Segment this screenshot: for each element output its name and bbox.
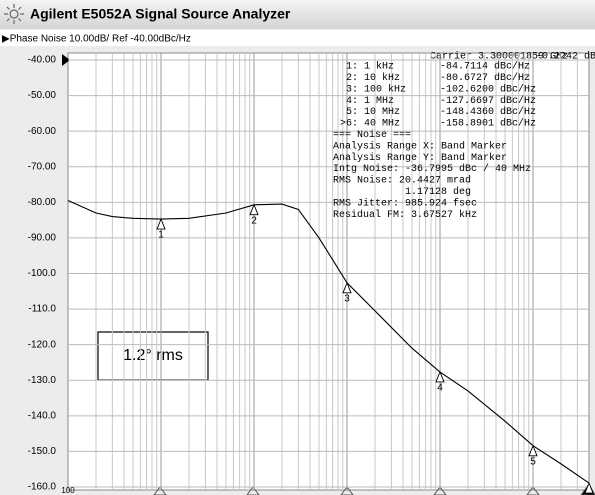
reference-pointer	[62, 54, 70, 66]
annotation: 1.2° rms	[123, 347, 183, 364]
noise-line: Analysis Range Y: Band Marker	[333, 152, 507, 164]
noise-line: === Noise ===	[333, 129, 411, 141]
y-tick-label: -90.00	[28, 233, 57, 244]
y-tick-label: -100.0	[28, 268, 57, 279]
marker-table-cell: 1 MHz	[364, 96, 394, 107]
y-tick-label: -110.0	[28, 304, 56, 315]
title-bar	[0, 0, 595, 29]
marker-table-cell: -127.6697 dBc/Hz	[440, 95, 536, 107]
noise-line: 1.17128 deg	[405, 186, 471, 198]
noise-line: RMS Noise: 20.4427 mrad	[333, 175, 471, 187]
marker-table-cell: 40 MHz	[364, 119, 400, 130]
marker	[435, 370, 445, 383]
header-bar	[0, 30, 595, 46]
marker-table-cell: -80.6727 dBc/Hz	[440, 72, 530, 84]
marker	[249, 203, 259, 216]
marker-table-cell: 10 MHz	[364, 107, 400, 118]
marker-table-cell: 100 kHz	[364, 83, 406, 95]
marker-label: 4	[437, 383, 443, 394]
y-tick-label: -160.0	[28, 482, 57, 493]
y-tick-label: -130.0	[28, 375, 57, 386]
app-icon	[4, 4, 24, 24]
carrier-power: -0.2242 dBm	[536, 51, 595, 63]
window-title: Agilent E5052A Signal Source Analyzer	[30, 6, 291, 22]
marker-label: 5	[530, 456, 536, 467]
marker-label: 3	[344, 293, 350, 304]
y-tick-label: -80.00	[28, 197, 57, 208]
y-tick-label: -70.00	[28, 161, 57, 172]
marker-table-cell: -102.6200 dBc/Hz	[440, 83, 536, 95]
y-tick-label: -150.0	[28, 446, 57, 457]
marker-table-cell: 10 kHz	[364, 72, 400, 84]
marker-label: 6	[586, 494, 592, 495]
marker-table-cell: 4:	[346, 96, 358, 107]
y-tick-label: -40.00	[28, 55, 57, 66]
marker-table-cell: 1 kHz	[364, 61, 394, 73]
noise-line: Analysis Range X: Band Marker	[333, 140, 507, 152]
marker-table-cell: >6:	[340, 119, 358, 130]
marker-table-cell: -158.8901 dBc/Hz	[440, 118, 536, 130]
y-tick-label: -120.0	[28, 339, 57, 350]
trace-header: ▶Phase Noise 10.00dB/ Ref -40.00dBc/Hz	[2, 34, 191, 45]
marker-table-cell: -84.7114 dBc/Hz	[440, 61, 530, 73]
marker-table-cell: 5:	[346, 107, 358, 118]
marker-table-cell: 3:	[346, 84, 358, 95]
marker	[584, 481, 594, 494]
y-tick-label: -50.00	[28, 90, 57, 101]
marker	[156, 217, 166, 230]
marker	[528, 444, 538, 457]
marker-label: 2	[251, 215, 257, 226]
noise-line: Intg Noise: -36.7995 dBc / 40 MHz	[333, 163, 531, 175]
trace	[67, 200, 590, 484]
plot-area	[67, 52, 590, 491]
y-tick-label: -60.00	[28, 126, 57, 137]
marker-label: 1	[158, 230, 164, 241]
noise-line: Residual FM: 3.67527 kHz	[333, 209, 477, 221]
marker-table-cell: 2:	[346, 73, 358, 84]
marker	[342, 281, 352, 294]
annotation-box	[97, 331, 209, 381]
y-tick-label: -140.0	[28, 410, 57, 421]
marker-table-cell: 1:	[346, 62, 358, 73]
noise-line: RMS Jitter: 985.924 fsec	[333, 197, 477, 209]
x-tick-label: 100	[61, 486, 75, 495]
marker-table-cell: -148.4360 dBc/Hz	[440, 106, 536, 118]
